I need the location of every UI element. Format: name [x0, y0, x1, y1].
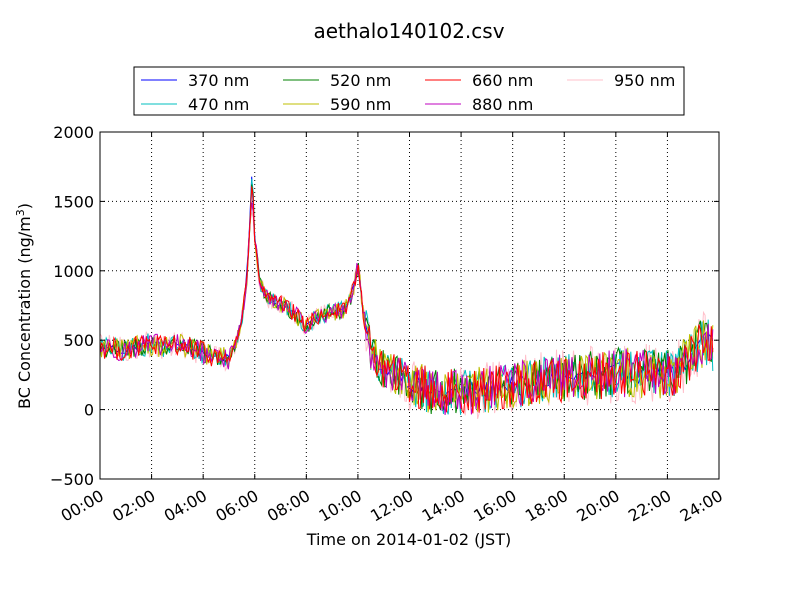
legend-box [133, 66, 685, 116]
x-tick-label: 22:00 [625, 486, 674, 526]
x-tick-label: 18:00 [522, 486, 571, 526]
x-tick-label: 12:00 [367, 486, 416, 526]
y-axis-label: BC Concentration (ng/m3) [14, 203, 35, 409]
y-tick-label: 2000 [53, 123, 94, 142]
x-tick-label: 08:00 [264, 486, 313, 526]
x-tick-label: 14:00 [419, 486, 468, 526]
legend-label: 520 nm [330, 71, 391, 90]
x-tick-label: 16:00 [470, 486, 519, 526]
x-tick-label: 04:00 [161, 486, 210, 526]
y-axis-label-text: BC Concentration (ng/m [15, 216, 34, 409]
y-tick-label: 1000 [53, 262, 94, 281]
legend-label: 470 nm [188, 95, 249, 114]
x-axis-ticks: 00:00 02:00 04:00 06:00 08:00 10:00 12:00 14:00… [58, 132, 726, 526]
x-tick-label: 24:00 [677, 486, 726, 526]
x-tick-label: 06:00 [212, 486, 261, 526]
data-series [99, 176, 714, 419]
series-line [99, 186, 714, 414]
legend-label: 950 nm [614, 71, 675, 90]
x-tick-label: 02:00 [109, 486, 158, 526]
y-tick-label: 0 [84, 401, 94, 420]
x-tick-label: 10:00 [315, 486, 364, 526]
x-tick-label: 20:00 [573, 486, 622, 526]
y-tick-label: 1500 [53, 192, 94, 211]
y-axis-label-superscript: 3 [14, 209, 27, 216]
y-tick-label: 500 [63, 331, 94, 350]
y-axis-ticks: −500 0 500 1000 1500 2000 [50, 123, 719, 489]
grid-lines [100, 132, 719, 479]
legend: 370 nm 470 nm 520 nm 590 nm 660 nm 880 nm 950 … [141, 71, 675, 114]
chart-title: aethalo140102.csv [313, 19, 504, 43]
y-tick-label: −500 [50, 470, 94, 489]
legend-label: 370 nm [188, 71, 249, 90]
legend-label: 590 nm [330, 95, 391, 114]
x-axis-label: Time on 2014-01-02 (JST) [306, 530, 511, 549]
x-tick-label: 00:00 [58, 486, 107, 526]
legend-label: 880 nm [472, 95, 533, 114]
y-axis-label-suffix: ) [15, 203, 34, 209]
legend-label: 660 nm [472, 71, 533, 90]
